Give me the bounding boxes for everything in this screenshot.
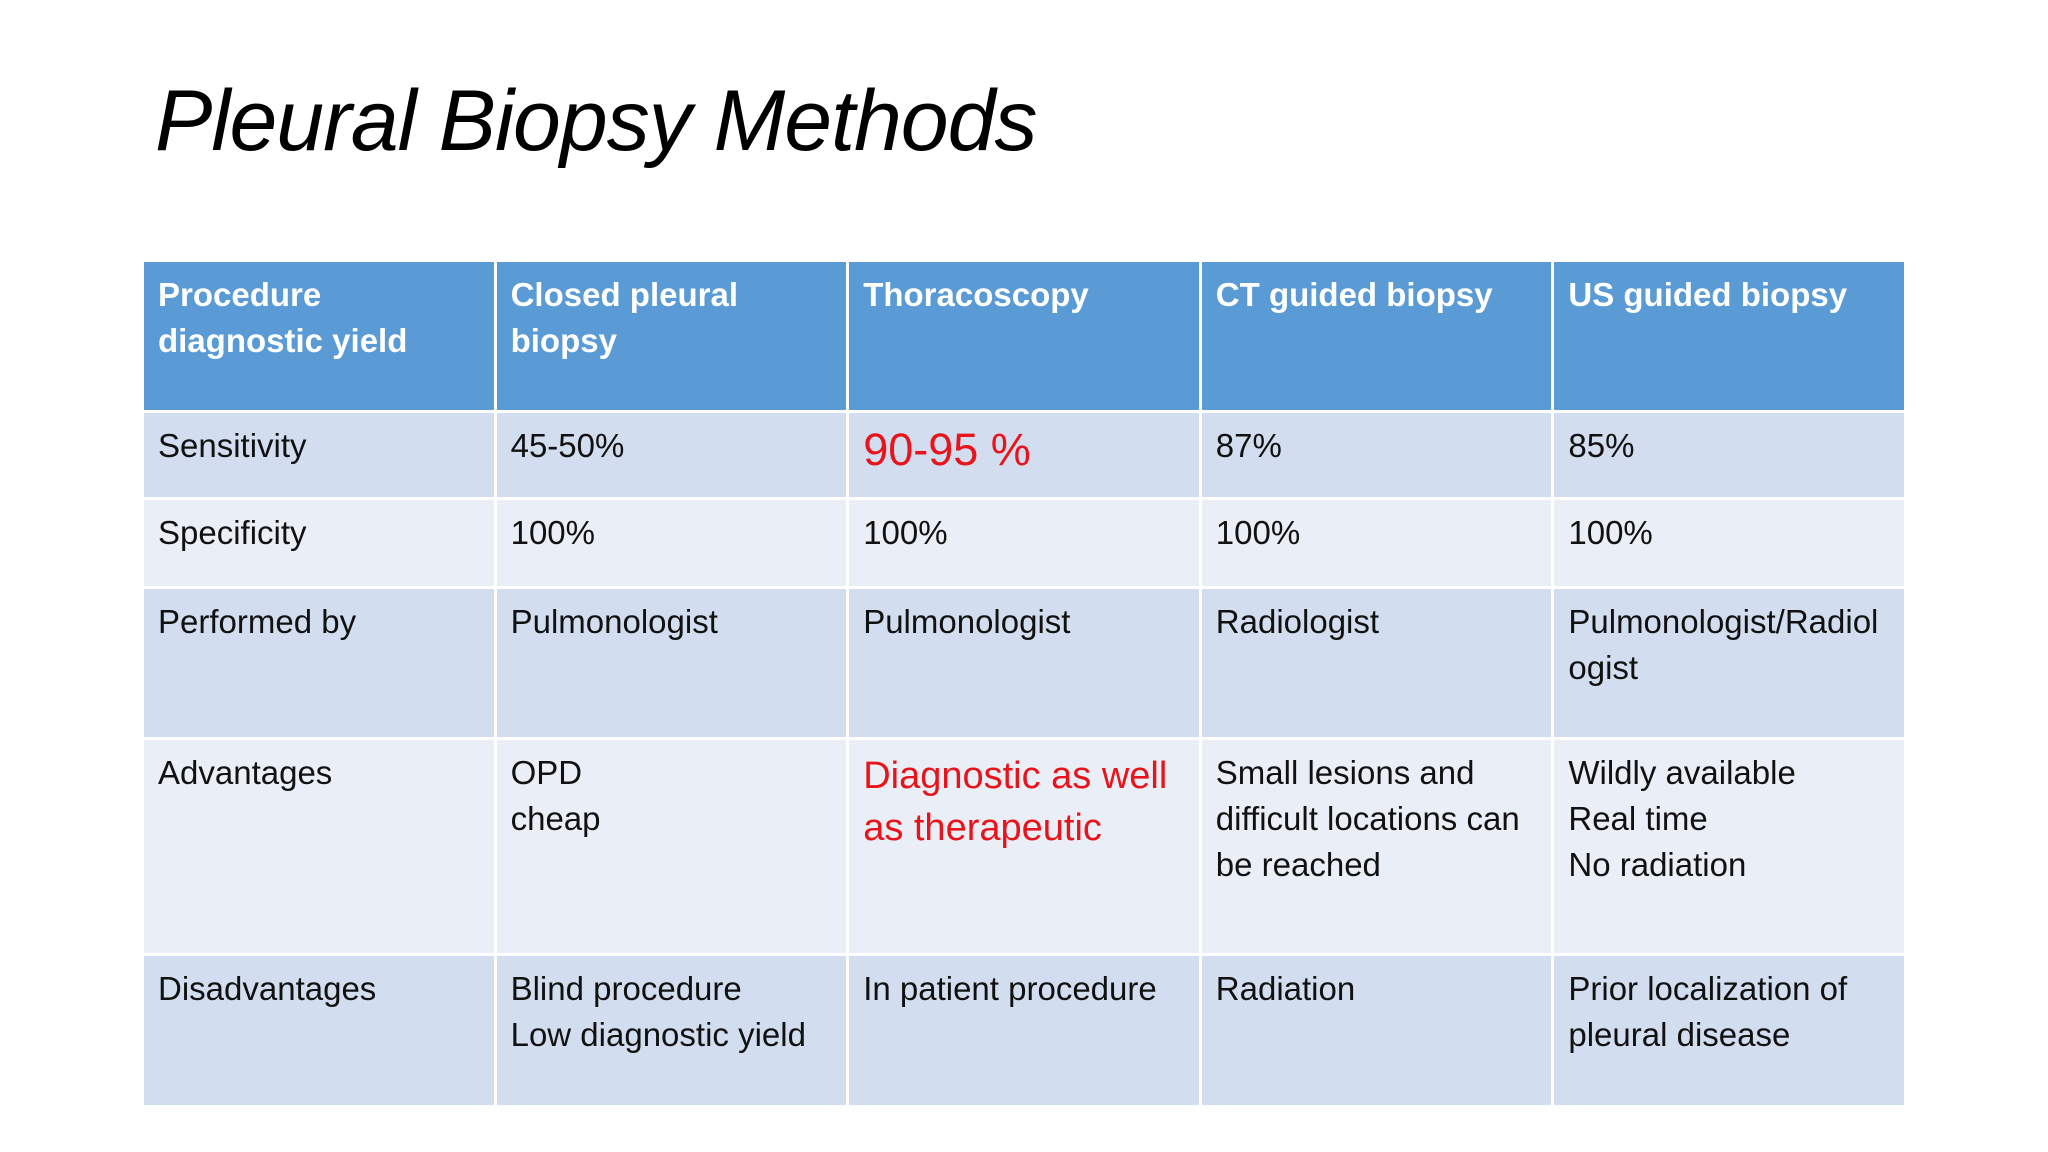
row-label: Performed by bbox=[141, 586, 497, 740]
table-cell: Pulmonologist bbox=[846, 586, 1202, 740]
table-cell: Pulmonologist bbox=[493, 586, 850, 740]
table-cell: In patient procedure bbox=[846, 953, 1202, 1108]
table-cell: 90-95 % bbox=[846, 410, 1202, 500]
table-cell: 100% bbox=[846, 497, 1202, 589]
header-cell: US guided biopsy bbox=[1551, 259, 1907, 413]
table-row: Sensitivity 45-50% 90-95 % 87% 85% bbox=[141, 410, 1907, 500]
table-cell: Radiation bbox=[1198, 953, 1555, 1108]
table-row: Advantages OPD cheap Diagnostic as well as… bbox=[141, 737, 1907, 956]
header-cell: Thoracoscopy bbox=[846, 259, 1202, 413]
header-row: Procedure diagnostic yield Closed pleural… bbox=[141, 259, 1907, 413]
row-label: Sensitivity bbox=[141, 410, 497, 500]
slide-title: Pleural Biopsy Methods bbox=[155, 73, 1037, 169]
row-label: Advantages bbox=[141, 737, 497, 956]
table-cell: 85% bbox=[1551, 410, 1907, 500]
header-cell: Procedure diagnostic yield bbox=[141, 259, 497, 413]
table-body: Sensitivity 45-50% 90-95 % 87% 85% Specificit… bbox=[141, 410, 1907, 1108]
table-cell: Small lesions and difficult locations ca… bbox=[1198, 737, 1555, 956]
table-cell: Radiologist bbox=[1198, 586, 1555, 740]
table-cell: 45-50% bbox=[493, 410, 850, 500]
header-cell: CT guided biopsy bbox=[1198, 259, 1555, 413]
table-cell: Blind procedure Low diagnostic yield bbox=[493, 953, 850, 1108]
table-cell: 100% bbox=[493, 497, 850, 589]
table-cell: Wildly available Real time No radiation bbox=[1551, 737, 1907, 956]
table-cell: 100% bbox=[1551, 497, 1907, 589]
table-cell: Diagnostic as well as therapeutic bbox=[846, 737, 1202, 956]
header-cell: Closed pleural biopsy bbox=[493, 259, 850, 413]
row-label: Specificity bbox=[141, 497, 497, 589]
comparison-table: Procedure diagnostic yield Closed pleural… bbox=[141, 259, 1907, 1108]
table-cell: 87% bbox=[1198, 410, 1555, 500]
table-row: Disadvantages Blind procedure Low diagnos… bbox=[141, 953, 1907, 1108]
table-row: Performed by Pulmonologist Pulmonologist Ra… bbox=[141, 586, 1907, 740]
table-header: Procedure diagnostic yield Closed pleural… bbox=[141, 259, 1907, 413]
table-row: Specificity 100% 100% 100% 100% bbox=[141, 497, 1907, 589]
table-cell: Pulmonologist/Radiologist bbox=[1551, 586, 1907, 740]
table-cell: Prior localization of pleural disease bbox=[1551, 953, 1907, 1108]
row-label: Disadvantages bbox=[141, 953, 497, 1108]
table-cell: 100% bbox=[1198, 497, 1555, 589]
table-cell: OPD cheap bbox=[493, 737, 850, 956]
